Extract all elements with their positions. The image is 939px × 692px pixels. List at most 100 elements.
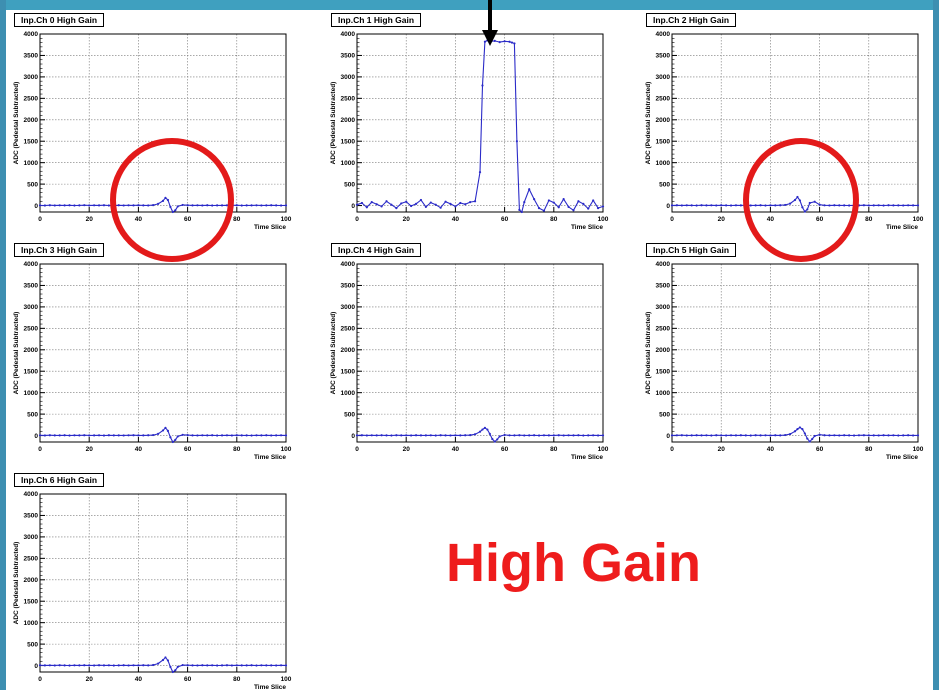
data-point [171,670,174,674]
data-point [97,204,101,207]
data-point [400,202,403,205]
data-point [164,426,167,429]
data-point [459,434,462,437]
x-axis-label: Time Slice [571,224,603,231]
y-axis-label: ADC (Pedestal Subtracted) [13,82,20,165]
data-point [68,434,71,437]
x-axis-label: Time Slice [254,684,286,691]
y-tick-label: 2000 [656,117,671,124]
data-point [670,434,674,437]
chart-panel-ch4: 0 20 40 60 80 100 0 500 1000 1500 2000 2500 3000 3500… [325,240,615,462]
chart-title: Inp.Ch 1 High Gain [331,13,422,27]
data-point [513,434,516,437]
y-tick-label: 1500 [656,138,671,145]
y-tick-label: 1000 [656,390,671,397]
y-tick-label: 2500 [656,96,671,103]
data-point [38,204,42,207]
data-point [63,204,66,207]
data-point [434,203,437,206]
data-point [161,658,165,662]
y-tick-label: 2500 [24,96,39,103]
x-tick-label: 20 [718,446,726,453]
y-tick-label: 3500 [656,53,671,60]
y-tick-label: 500 [659,411,670,418]
data-point [78,204,81,207]
data-point [122,434,125,437]
data-point [710,434,713,437]
data-point [769,434,772,437]
data-point [375,434,378,437]
data-point [473,433,477,436]
y-tick-label: 3000 [24,74,39,81]
data-point [370,201,373,204]
data-point [695,204,698,207]
x-tick-label: 80 [865,216,873,223]
data-point [424,205,427,208]
y-tick-label: 0 [34,203,38,210]
x-tick-label: 20 [403,446,411,453]
data-point [852,434,856,437]
y-axis-label: ADC (Pedestal Subtracted) [645,82,652,165]
data-point [107,434,110,437]
x-tick-label: 0 [355,216,359,223]
data-point [127,434,130,437]
data-point [164,656,167,659]
x-tick-label: 100 [281,446,292,453]
top-frame-band [0,0,939,10]
plot-frame [39,263,287,443]
data-point [562,434,565,437]
data-point [122,664,125,667]
data-point [803,432,806,435]
data-point [117,664,120,667]
data-point [680,434,683,437]
y-tick-label: 500 [344,411,355,418]
chart-title: Inp.Ch 4 High Gain [331,243,422,257]
data-point [186,434,189,437]
data-point [515,140,518,143]
x-tick-label: 80 [865,446,873,453]
data-point [916,204,920,207]
y-tick-label: 3500 [341,283,356,290]
data-point [808,440,811,443]
data-point [523,434,526,437]
y-tick-label: 4000 [24,31,39,38]
data-point [572,434,575,437]
data-point [700,204,703,207]
x-tick-label: 80 [550,216,558,223]
x-tick-label: 0 [38,446,42,453]
data-point [779,434,782,437]
data-point [156,432,160,435]
data-point [419,434,423,437]
data-point [533,434,536,437]
y-tick-label: 2000 [24,117,39,124]
data-point [464,434,467,437]
y-tick-label: 2500 [24,326,39,333]
data-point [700,434,703,437]
data-point [429,201,432,204]
y-tick-label: 1000 [24,160,39,167]
data-point [715,434,718,437]
data-point [823,434,826,437]
data-point [798,426,802,429]
data-point [73,664,76,667]
data-point [592,434,595,437]
data-point [73,204,76,207]
data-point [729,204,733,207]
data-point [73,434,76,437]
data-point [355,203,359,206]
data-point [211,434,214,437]
data-point [93,434,96,437]
data-point [784,433,787,437]
data-point [147,664,150,667]
data-point [405,200,408,203]
x-tick-label: 20 [86,676,94,683]
y-tick-label: 3000 [656,74,671,81]
data-point [390,434,393,437]
y-tick-label: 4000 [656,31,671,38]
x-tick-label: 60 [501,216,509,223]
y-tick-label: 0 [34,663,38,670]
chart-panel-ch6: 0 20 40 60 80 100 0 500 1000 1500 2000 2500 3000 3500… [8,470,298,692]
high-gain-label: High Gain [446,533,701,593]
data-point [577,200,580,203]
